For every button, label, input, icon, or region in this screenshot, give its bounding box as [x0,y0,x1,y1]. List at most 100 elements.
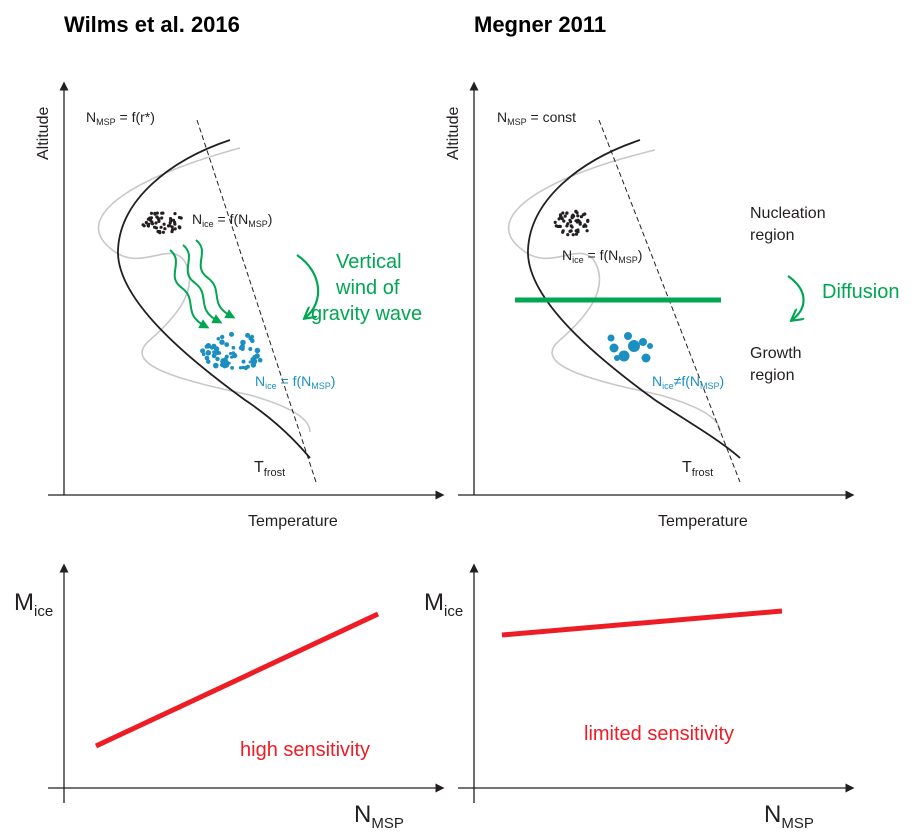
ice-particle [618,350,630,362]
particle [161,230,165,234]
bottom-left-panel: Mice NMSP high sensitivity [14,563,445,832]
particle [149,211,154,215]
particle [250,357,256,362]
particle [168,221,172,225]
particle [178,226,182,230]
particle [162,222,166,226]
particle [159,225,163,229]
y-axis-label: Altitude [445,107,462,160]
particle [220,334,225,340]
particle [219,339,225,345]
x-axis-label: NMSP [764,801,814,832]
ice-particle [609,343,619,353]
frost-point-line [196,119,317,483]
particle [205,343,212,349]
particle [581,213,585,217]
ice-particle [628,340,640,352]
nucleation-label-line1: Nucleation [750,205,826,222]
t-frost-label: Tfrost [254,459,285,479]
particle [220,362,225,368]
particle [158,231,162,235]
particle [173,212,177,216]
wind-curved-arrow [296,254,320,318]
particle [166,224,171,228]
sensitivity-line-limited [501,608,783,638]
particle [210,345,214,350]
title-left: Wilms et al. 2016 [64,12,240,37]
x-axis-label: Temperature [248,513,338,530]
particle [559,216,564,220]
particle [574,232,579,236]
particle [574,209,578,213]
diffusion-label: Diffusion [822,281,899,303]
y-axis-label: Altitude [35,107,52,160]
particle [565,211,569,215]
particle [248,360,252,364]
particle [144,220,148,225]
particle [153,211,157,215]
bottom-right-panel: Mice NMSP limited sensitivity [424,563,855,832]
particle [163,227,167,231]
y-axis-label: Mice [14,589,53,620]
nmsp-label: NMSP = f(r*) [86,109,155,127]
particle [157,219,161,223]
particle [561,229,565,233]
sensitivity-label-high: high sensitivity [240,739,370,761]
nice-label-lower: Nice≠f(NMSP) [652,373,724,391]
title-right: Megner 2011 [474,12,606,37]
particle [586,219,590,223]
particle [173,220,177,224]
particle [240,339,246,346]
ice-particle [607,334,615,342]
top-left-panel: Altitude Temperature NMSP = f(r*) Nice =… [35,81,445,530]
gray-wave-curve [507,149,721,433]
sensitivity-line-high [94,611,380,749]
particle [217,351,222,355]
particle [245,332,251,338]
particle [154,226,158,230]
small-particle-cluster [141,211,183,235]
particle [578,222,582,226]
particle [582,224,586,228]
particle [177,215,182,220]
nice-label-upper: Nice = f(NMSP) [562,247,642,265]
nice-label-lower: Nice = f(NMSP) [255,373,335,391]
particle [569,224,573,228]
particle [169,217,173,221]
ice-particle-cluster [200,331,263,371]
particle [160,216,164,220]
particle [246,364,250,369]
y-axis-label: Mice [424,589,463,620]
wind-label-line3: gravity wave [311,303,422,325]
growth-label-line2: region [750,367,794,384]
ice-particle [641,353,651,363]
particle [257,357,263,363]
particle [577,219,581,223]
particle [147,222,151,226]
ice-particle [624,332,632,340]
particle [211,353,217,359]
particle [241,365,245,370]
particle [568,218,572,222]
particle [148,216,152,220]
ice-particle [639,338,647,346]
particle [223,359,229,366]
nmsp-label: NMSP = const [497,109,576,127]
growth-label-line1: Growth [750,345,802,362]
particle [230,366,235,370]
particle [569,229,573,233]
particle [238,366,243,370]
particle [566,222,570,226]
particle [224,342,230,347]
particle [240,346,245,352]
gray-wave-curve [97,147,311,433]
particle [254,347,261,354]
particle [562,219,566,223]
particle [155,211,159,215]
nucleation-label-line2: region [750,227,794,244]
temperature-profile-curve [527,139,741,459]
particle [141,223,145,227]
particle [212,350,216,354]
wind-label-line1: Vertical [336,251,402,273]
